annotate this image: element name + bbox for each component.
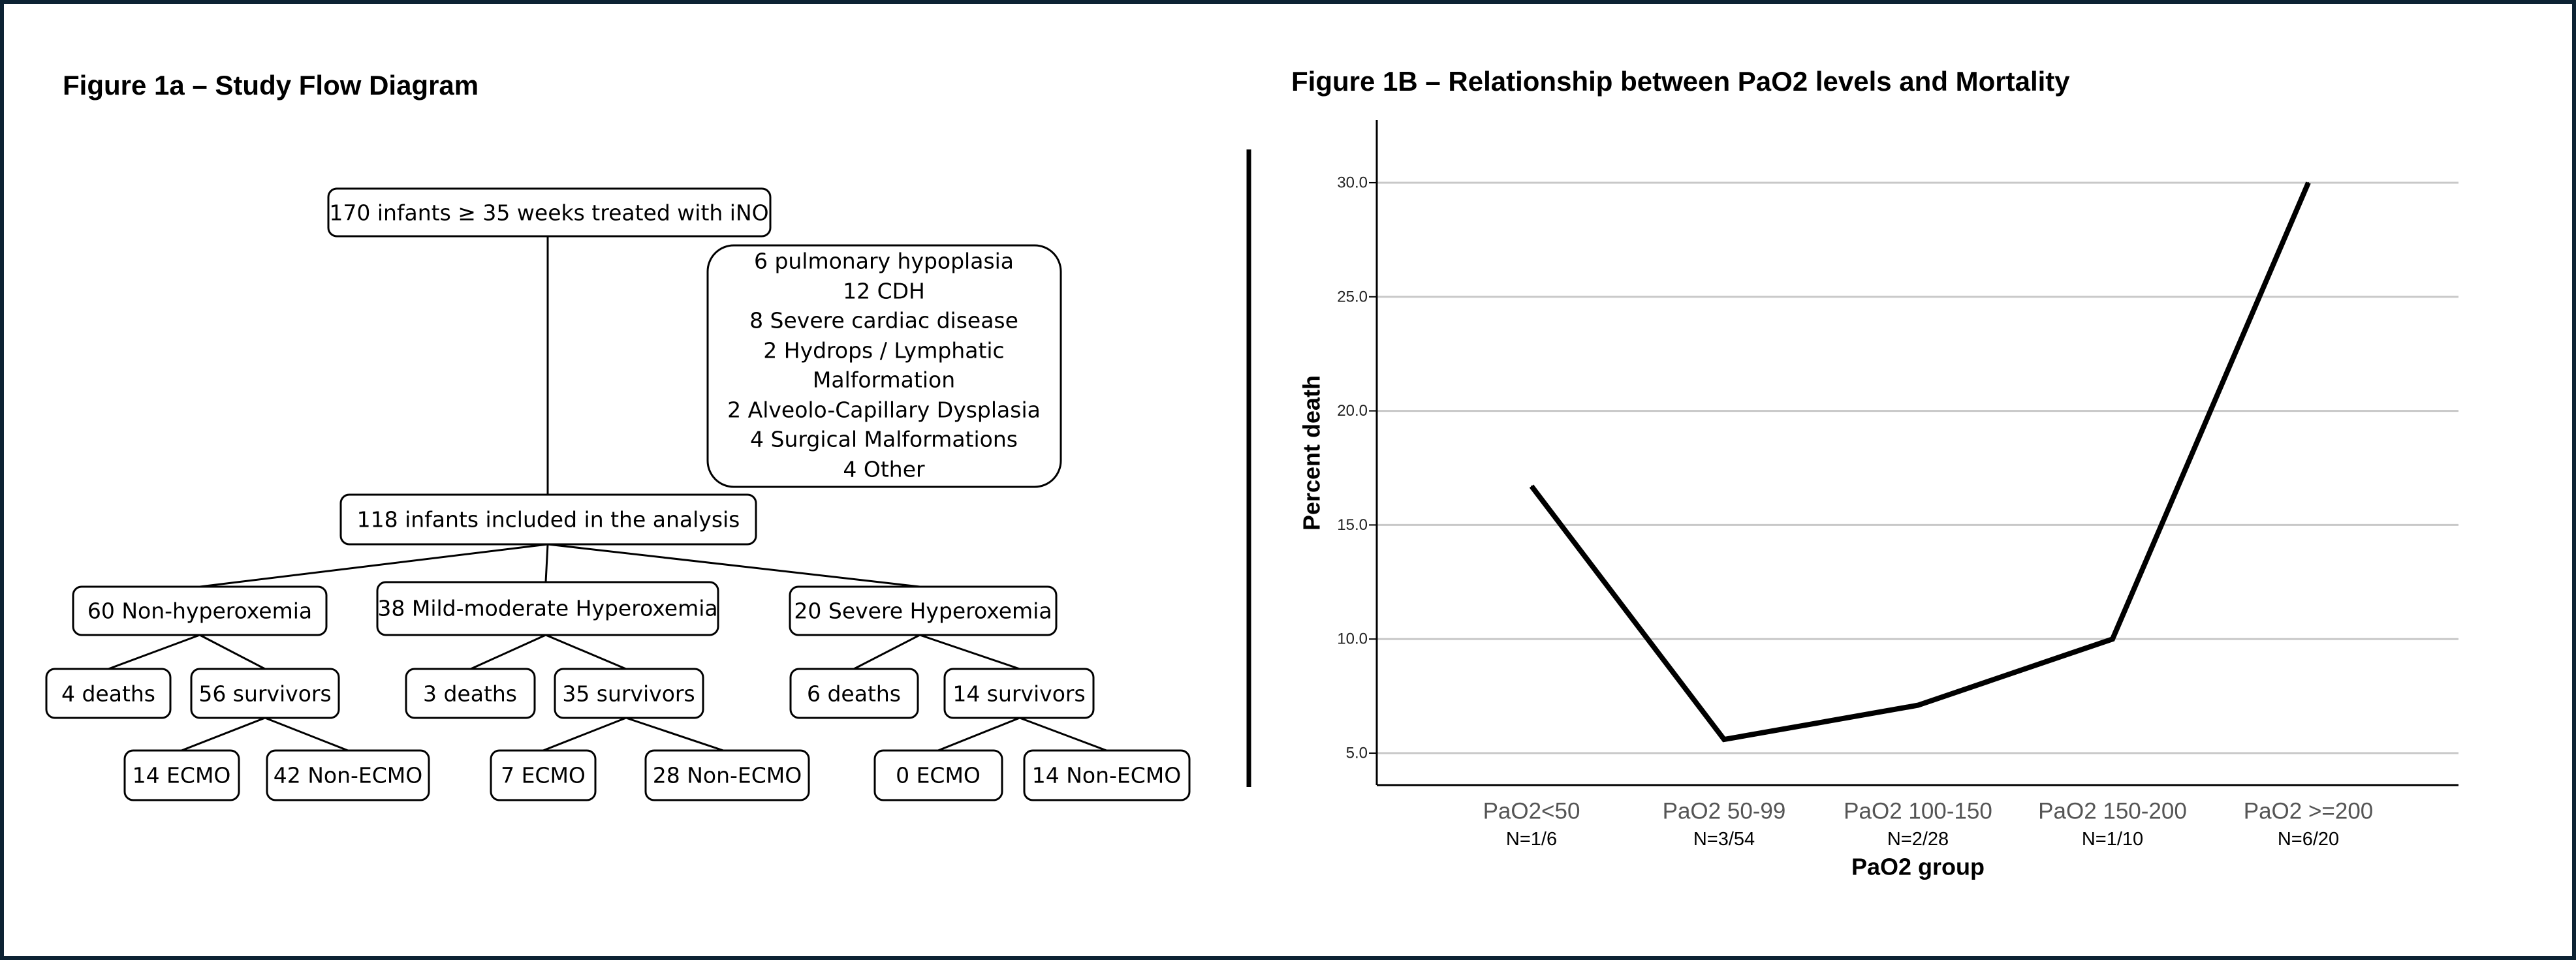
label-severe-survivors: 14 survivors — [952, 681, 1085, 707]
label-included: 118 infants included in the analysis — [357, 507, 740, 533]
y-tick-label: 10.0 — [1337, 630, 1368, 648]
chart-grid — [1377, 181, 2458, 754]
box-non-hyper-ecmo — [123, 749, 240, 801]
y-axis-title: Percent death — [1298, 375, 1325, 531]
mortality-line-chart: 5.010.015.020.025.030.0 PaO2<50N=1/6PaO2… — [1298, 120, 2458, 880]
y-tick-label: 30.0 — [1337, 174, 1368, 191]
label-mild-survivors: 35 survivors — [562, 681, 695, 707]
x-sample-size-label: N=1/6 — [1506, 829, 1557, 850]
figure-1a-title: Figure 1a – Study Flow Diagram — [63, 70, 479, 101]
label-severe: 20 Severe Hyperoxemia — [794, 598, 1052, 624]
exclusion-list: 6 pulmonary hypoplasia 12 CDH 8 Severe c… — [727, 249, 1041, 482]
box-mild-deaths — [405, 668, 536, 719]
x-sample-size-label: N=2/28 — [1887, 829, 1949, 850]
y-tick-label: 15.0 — [1337, 516, 1368, 534]
box-severe — [789, 585, 1058, 636]
x-category-label: PaO2 50-99 — [1663, 799, 1786, 824]
box-severe-survivors — [943, 668, 1095, 719]
box-severe-ecmo — [873, 749, 1003, 801]
series-line — [1529, 181, 2311, 743]
x-sample-size-label: N=6/20 — [2278, 829, 2339, 850]
x-category-label: PaO2 150-200 — [2038, 799, 2187, 824]
box-non-hyperoxemia — [72, 585, 328, 636]
box-exclusions — [706, 244, 1062, 488]
box-mild-survivors — [554, 668, 704, 719]
exclusion-line: Malformation — [813, 367, 955, 393]
label-non-hyper-deaths: 4 deaths — [61, 681, 155, 707]
label-severe-deaths: 6 deaths — [807, 681, 901, 707]
box-mild-ecmo — [490, 749, 597, 801]
label-non-hyper-ecmo: 14 ECMO — [133, 763, 231, 788]
chart-axes — [1369, 120, 2458, 786]
exclusion-line: 8 Severe cardiac disease — [749, 308, 1018, 333]
x-category-labels: PaO2<50 N=1/6 PaO2 50-99 N=3/54 PaO2 100-150… — [1483, 799, 2374, 850]
x-sample-size-label: N=1/10 — [2082, 829, 2143, 850]
data-point — [1723, 739, 1725, 741]
flow-diagram: 170 infants ≥ 35 weeks treated with iNO … — [45, 149, 1251, 801]
box-non-hyper-non-ecmo — [266, 749, 430, 801]
figure-1b-title: Figure 1B – Relationship between PaO2 le… — [1291, 66, 2070, 97]
exclusion-line: 12 CDH — [843, 279, 925, 304]
box-root — [327, 187, 772, 238]
x-sample-size-label: N=3/54 — [1693, 829, 1755, 850]
label-mild-non-ecmo: 28 Non-ECMO — [653, 763, 802, 788]
data-point — [2112, 638, 2113, 640]
y-tick-label: 25.0 — [1337, 288, 1368, 305]
x-category-label: PaO2 >=200 — [2244, 799, 2374, 824]
y-tick-label: 20.0 — [1337, 402, 1368, 420]
exclusion-line: 2 Hydrops / Lymphatic — [763, 338, 1004, 364]
data-point — [2308, 181, 2309, 183]
label-non-hyperoxemia: 60 Non-hyperoxemia — [87, 598, 312, 624]
box-severe-deaths — [789, 668, 919, 719]
box-mild-non-ecmo — [644, 749, 810, 801]
y-tick-labels: 5.0 10.0 15.0 20.0 25.0 30.0 — [1337, 174, 1368, 762]
flow-connectors — [108, 236, 1107, 752]
label-severe-ecmo: 0 ECMO — [896, 763, 981, 788]
data-point — [1531, 485, 1532, 487]
label-non-hyper-non-ecmo: 42 Non-ECMO — [274, 763, 423, 788]
label-mild-deaths: 3 deaths — [423, 681, 517, 707]
box-severe-non-ecmo — [1023, 749, 1191, 801]
x-category-label: PaO2<50 — [1483, 799, 1580, 824]
y-tick-label: 5.0 — [1346, 745, 1368, 762]
chart-series — [1529, 181, 2311, 743]
exclusion-line: 4 Surgical Malformations — [750, 427, 1018, 452]
label-mild-moderate: 38 Mild-moderate Hyperoxemia — [377, 596, 717, 621]
box-non-hyper-deaths — [45, 668, 172, 719]
data-point — [1917, 704, 1919, 706]
flow-boxes — [45, 187, 1191, 801]
x-axis-title: PaO2 group — [1851, 854, 1985, 880]
exclusion-line: 2 Alveolo-Capillary Dysplasia — [727, 397, 1041, 423]
exclusion-line: 4 Other — [843, 457, 925, 482]
label-root: 170 infants ≥ 35 weeks treated with iNO — [329, 200, 768, 226]
x-category-label: PaO2 100-150 — [1844, 799, 1992, 824]
box-non-hyper-survivors — [190, 668, 340, 719]
exclusion-line: 6 pulmonary hypoplasia — [754, 249, 1014, 274]
label-non-hyper-survivors: 56 survivors — [198, 681, 331, 707]
box-included — [339, 493, 757, 546]
flow-labels: 170 infants ≥ 35 weeks treated with iNO … — [61, 200, 1181, 788]
label-severe-non-ecmo: 14 Non-ECMO — [1032, 763, 1182, 788]
box-mild-moderate — [376, 581, 719, 636]
label-mild-ecmo: 7 ECMO — [501, 763, 586, 788]
